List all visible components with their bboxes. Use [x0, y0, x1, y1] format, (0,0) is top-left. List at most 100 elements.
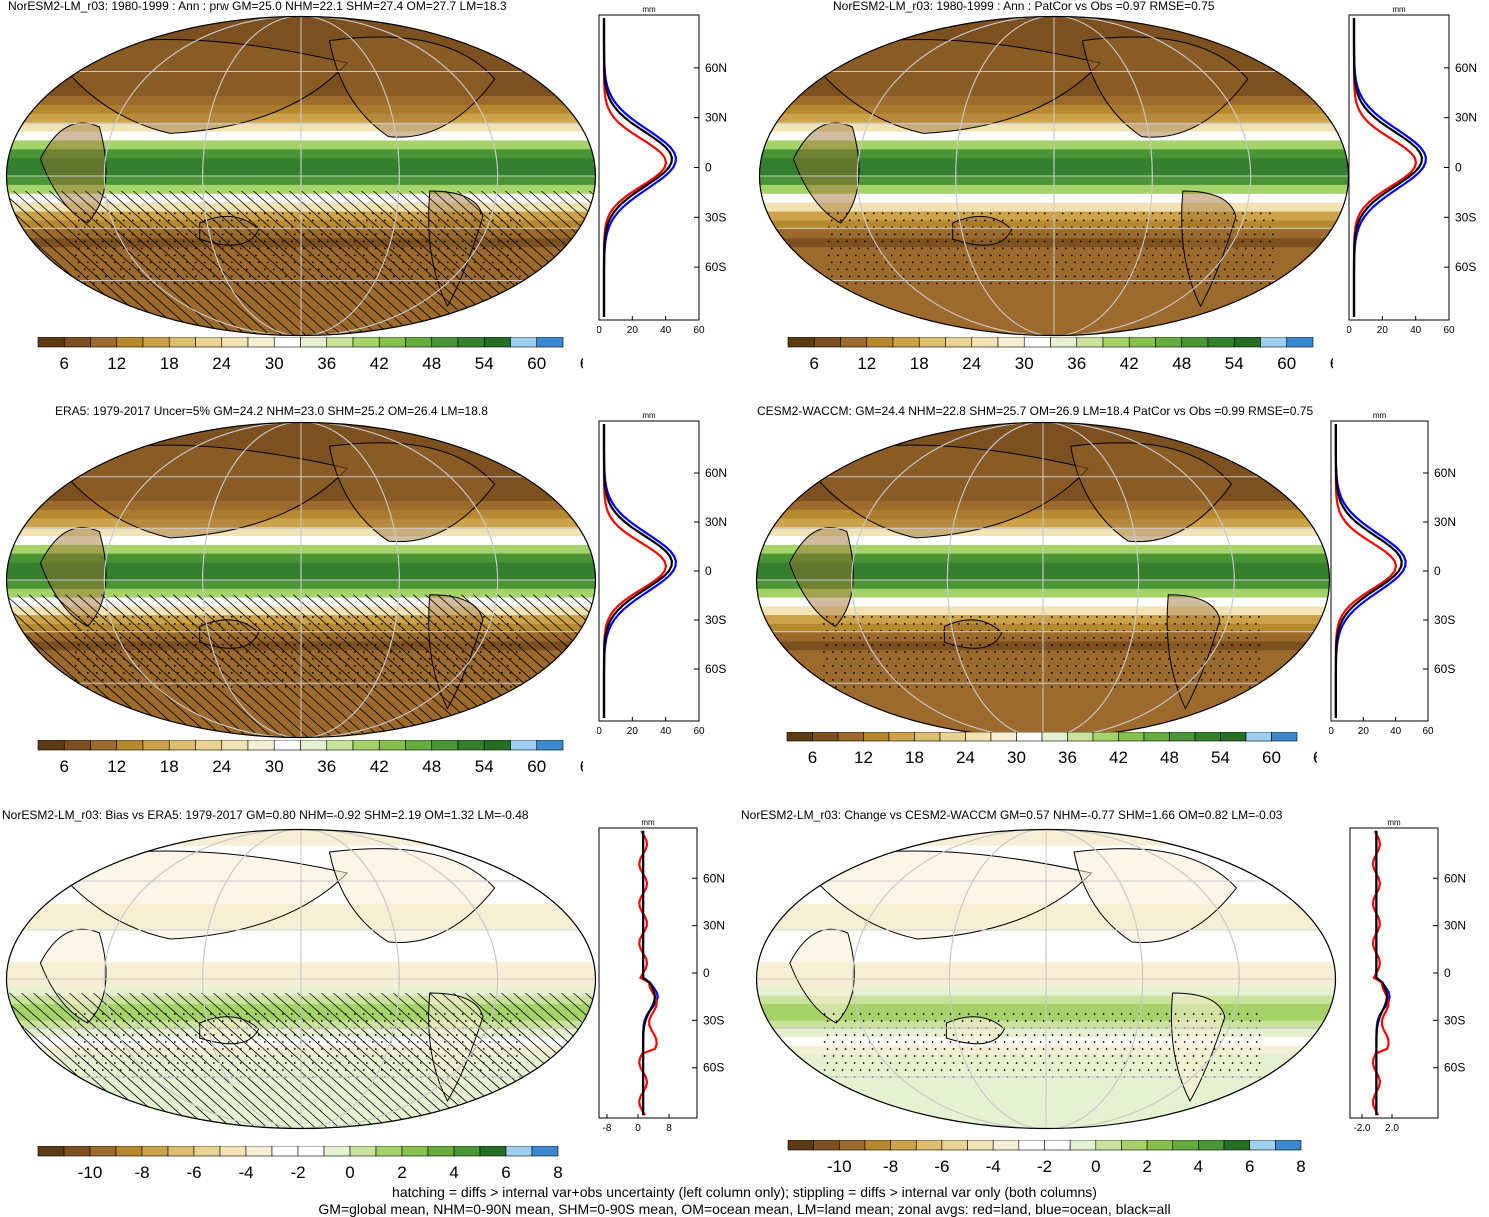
continent-outline	[1081, 36, 1249, 138]
zonal-lat-tick-label: 30S	[705, 613, 726, 627]
colorbar-segment	[195, 337, 223, 348]
zonal-all-line	[1375, 830, 1389, 1116]
colorbar-tick-label: 42	[370, 757, 389, 776]
colorbar-segment	[1069, 1140, 1097, 1151]
colorbar-segment	[531, 1146, 559, 1157]
zonal-mean-plot: mm 60N 30N 0 30S 60S -2.0 2.0	[1349, 818, 1466, 1134]
colorbar-segment	[1181, 337, 1209, 348]
colorbar-segment	[90, 740, 118, 751]
colorbar-segment	[837, 732, 864, 742]
zonal-all-line	[602, 18, 674, 317]
colorbar-segment	[221, 337, 249, 348]
zonal-all-line	[642, 830, 657, 1116]
colorbar-segment	[915, 1140, 943, 1151]
continent-outline	[39, 122, 107, 224]
colorbar-segment	[116, 337, 144, 348]
colorbar-tick-label: 0	[1091, 1157, 1100, 1176]
colorbar-segment	[990, 732, 1017, 742]
robinson-map	[5, 828, 597, 1130]
colorbar-segment	[1018, 1140, 1045, 1151]
panel-bias-vs-era5: NorESM2-LM_r03: Bias vs ERA5: 1979-2017 …	[0, 800, 745, 1182]
colorbar-segment	[1092, 732, 1119, 742]
zonal-lat-tick-label: 30N	[703, 919, 725, 933]
colorbar-segment	[1118, 732, 1145, 742]
colorbar-segment	[326, 740, 354, 751]
zonal-x-tick-label: 20	[1377, 325, 1389, 336]
zonal-x-tick-label: 0	[1329, 726, 1334, 737]
colorbar-segment	[90, 337, 118, 348]
colorbar-tick-label: -6	[934, 1157, 949, 1176]
colorbar-tick-label: -2	[290, 1163, 305, 1182]
zonal-lat-tick-label: 30S	[705, 210, 726, 224]
zonal-lat-tick-label: 30N	[1444, 919, 1466, 933]
zonal-unit-label: mm	[641, 818, 655, 827]
zonal-lat-tick-label: 60S	[705, 260, 726, 274]
colorbar-tick-label: 42	[370, 354, 389, 373]
colorbar-segment	[941, 1140, 968, 1151]
colorbar-tick-label: 18	[160, 757, 179, 776]
colorbar-tick-label: 6	[1245, 1157, 1254, 1176]
zonal-lat-tick-label: 30N	[705, 515, 727, 529]
colorbar: 6 12 18 24 30 36 42 48 54 60 66	[37, 337, 583, 373]
zonal-lat-tick-label: 60S	[1455, 260, 1476, 274]
colorbar-segment	[349, 1146, 377, 1157]
colorbar-tick-label: 24	[962, 354, 981, 373]
colorbar-segment	[1044, 1140, 1071, 1151]
zonal-x-tick-label: 40	[660, 325, 672, 336]
robinson-map	[755, 828, 1337, 1130]
colorbar-segment	[457, 740, 485, 751]
zonal-unit-label: mm	[642, 411, 656, 420]
colorbar-tick-label: 12	[857, 354, 876, 373]
colorbar-tick-label: 30	[1015, 354, 1034, 373]
zonal-lat-tick-label: 60N	[703, 871, 725, 885]
continent-outline	[1073, 848, 1238, 944]
panel-model-patcor: NorESM2-LM_r03: 1980-1999 : Ann : PatCor…	[745, 0, 1489, 400]
colorbar-segment	[37, 337, 65, 348]
graticule	[759, 16, 1349, 336]
colorbar-segment	[840, 337, 868, 348]
colorbar-segment	[510, 337, 538, 348]
colorbar-segment	[63, 1146, 91, 1157]
zonal-all-line	[1334, 424, 1403, 718]
zonal-lat-tick-label: 0	[703, 966, 710, 980]
colorbar-segment	[1143, 732, 1170, 742]
zonal-x-tick-label: 8	[666, 1123, 672, 1134]
colorbar-tick-label: 54	[475, 757, 494, 776]
colorbar-tick-label: -8	[883, 1157, 898, 1176]
colorbar-segment	[1220, 732, 1247, 742]
colorbar-segment	[483, 740, 511, 751]
colorbar-segment	[1233, 337, 1261, 348]
panel-title: ERA5: 1979-2017 Uncer=5% GM=24.2 NHM=23.…	[55, 404, 488, 418]
colorbar-tick-label: -10	[78, 1163, 103, 1182]
colorbar-segment	[195, 740, 223, 751]
zonal-x-tick-label: 60	[1422, 726, 1434, 737]
colorbar-segment	[323, 1146, 351, 1157]
zonal-x-tick-label: 0	[1347, 325, 1352, 336]
zonal-lat-tick-label: 60S	[1434, 662, 1455, 676]
continent-outline	[945, 1016, 1006, 1045]
colorbar-segment	[1102, 337, 1130, 348]
colorbar-segment	[888, 732, 915, 742]
colorbar-segment	[273, 740, 301, 751]
colorbar-segment	[1223, 1140, 1250, 1151]
colorbar-tick-label: 54	[475, 354, 494, 373]
zonal-x-tick-label: 0	[635, 1123, 641, 1134]
continent-outline	[788, 527, 854, 628]
zonal-lat-tick-label: 60S	[705, 662, 726, 676]
colorbar-segment	[63, 740, 91, 751]
colorbar-segment	[939, 732, 966, 742]
colorbar: 6 12 18 24 30 36 42 48 54 60 66	[37, 740, 583, 776]
colorbar-segment	[1271, 732, 1298, 742]
zonal-x-tick-label: 40	[1390, 726, 1402, 737]
colorbar-segment	[378, 740, 406, 751]
colorbar-segment	[918, 337, 946, 348]
zonal-lat-tick-label: 0	[705, 161, 712, 175]
colorbar-tick-label: 6	[60, 354, 69, 373]
zonal-mean-plot: mm 60N 30N 0 30S 60S 0 20 40 60	[1347, 5, 1477, 336]
colorbar-segment	[510, 740, 538, 751]
colorbar-segment	[812, 732, 839, 742]
colorbar-tick-label: 18	[160, 354, 179, 373]
continent-outline	[789, 928, 855, 1024]
colorbar-tick-label: 12	[107, 757, 126, 776]
colorbar-segment	[453, 1146, 481, 1157]
